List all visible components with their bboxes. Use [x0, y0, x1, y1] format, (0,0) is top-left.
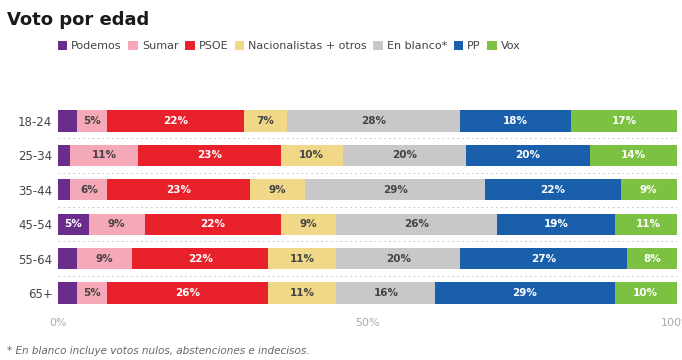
- Bar: [108, 282, 268, 303]
- Text: 9%: 9%: [95, 253, 113, 264]
- Bar: [58, 111, 76, 132]
- Bar: [336, 213, 497, 235]
- Text: 29%: 29%: [513, 288, 537, 298]
- Bar: [435, 282, 614, 303]
- Bar: [58, 213, 89, 235]
- Text: 6%: 6%: [80, 185, 98, 195]
- Bar: [466, 145, 590, 166]
- Text: 22%: 22%: [200, 219, 225, 229]
- Bar: [76, 111, 108, 132]
- Bar: [243, 111, 287, 132]
- Bar: [336, 282, 435, 303]
- Bar: [108, 111, 243, 132]
- Text: 10%: 10%: [633, 288, 658, 298]
- Bar: [132, 248, 268, 269]
- Bar: [460, 248, 627, 269]
- Text: 18%: 18%: [503, 116, 529, 126]
- Text: 28%: 28%: [361, 116, 386, 126]
- Text: 10%: 10%: [299, 150, 324, 161]
- Bar: [287, 111, 460, 132]
- Bar: [336, 248, 460, 269]
- Bar: [268, 248, 336, 269]
- Bar: [621, 179, 677, 201]
- Text: 11%: 11%: [290, 253, 315, 264]
- Bar: [76, 248, 132, 269]
- Bar: [460, 111, 572, 132]
- Bar: [485, 179, 621, 201]
- Bar: [70, 145, 138, 166]
- Text: 14%: 14%: [621, 150, 646, 161]
- Text: 11%: 11%: [636, 219, 662, 229]
- Bar: [108, 179, 250, 201]
- Bar: [614, 282, 677, 303]
- Text: 8%: 8%: [643, 253, 661, 264]
- Text: Voto por edad: Voto por edad: [7, 11, 149, 29]
- Text: 5%: 5%: [65, 219, 83, 229]
- Text: 5%: 5%: [83, 116, 101, 126]
- Text: 22%: 22%: [188, 253, 213, 264]
- Bar: [70, 179, 108, 201]
- Text: 9%: 9%: [640, 185, 657, 195]
- Bar: [627, 248, 677, 269]
- Text: * En blanco incluye votos nulos, abstenciones e indecisos.: * En blanco incluye votos nulos, abstenc…: [7, 346, 310, 356]
- Text: 22%: 22%: [163, 116, 188, 126]
- Text: 22%: 22%: [540, 185, 565, 195]
- Text: 20%: 20%: [386, 253, 411, 264]
- Bar: [590, 145, 677, 166]
- Text: 20%: 20%: [516, 150, 541, 161]
- Bar: [58, 179, 70, 201]
- Text: 11%: 11%: [92, 150, 117, 161]
- Bar: [281, 213, 336, 235]
- Bar: [342, 145, 466, 166]
- Text: 27%: 27%: [531, 253, 556, 264]
- Bar: [58, 282, 76, 303]
- Text: 29%: 29%: [383, 185, 408, 195]
- Bar: [250, 179, 306, 201]
- Bar: [58, 145, 70, 166]
- Text: 7%: 7%: [256, 116, 274, 126]
- Bar: [145, 213, 281, 235]
- Bar: [306, 179, 485, 201]
- Bar: [76, 282, 108, 303]
- Bar: [58, 248, 76, 269]
- Text: 16%: 16%: [373, 288, 398, 298]
- Bar: [281, 145, 342, 166]
- Text: 23%: 23%: [166, 185, 191, 195]
- Bar: [614, 213, 682, 235]
- Text: 5%: 5%: [83, 288, 101, 298]
- Text: 26%: 26%: [404, 219, 429, 229]
- Bar: [138, 145, 281, 166]
- Text: 11%: 11%: [290, 288, 315, 298]
- Text: 9%: 9%: [269, 185, 286, 195]
- Text: 23%: 23%: [197, 150, 222, 161]
- Legend: Podemos, Sumar, PSOE, Nacionalistas + otros, En blanco*, PP, Vox: Podemos, Sumar, PSOE, Nacionalistas + ot…: [58, 41, 520, 51]
- Text: 9%: 9%: [299, 219, 317, 229]
- Bar: [572, 111, 677, 132]
- Text: 26%: 26%: [175, 288, 201, 298]
- Bar: [497, 213, 614, 235]
- Bar: [268, 282, 336, 303]
- Text: 20%: 20%: [392, 150, 417, 161]
- Text: 9%: 9%: [108, 219, 125, 229]
- Text: 17%: 17%: [611, 116, 636, 126]
- Bar: [89, 213, 145, 235]
- Text: 19%: 19%: [544, 219, 568, 229]
